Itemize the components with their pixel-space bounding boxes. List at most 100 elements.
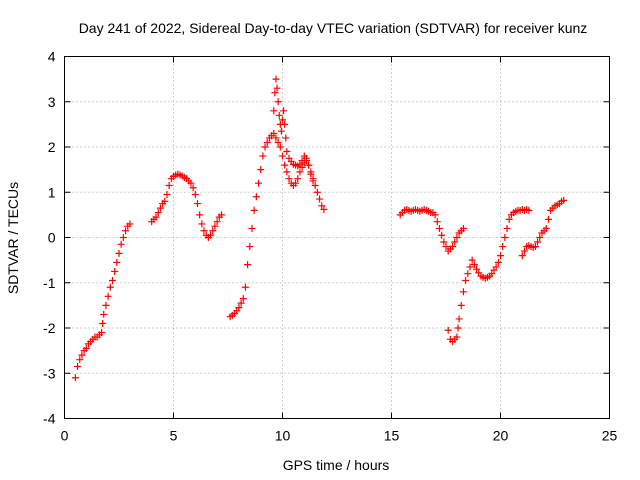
data-point: [207, 231, 215, 239]
data-point: [285, 175, 293, 183]
data-point: [275, 111, 283, 119]
data-point: [189, 184, 197, 192]
data-point: [536, 234, 544, 241]
data-point: [281, 161, 289, 169]
y-tick-label: -2: [43, 320, 56, 336]
data-point: [435, 224, 443, 232]
data-point: [200, 227, 208, 235]
data-point: [113, 258, 121, 266]
y-tick-labels: -4 -3 -2 -1 0 1 2 3 4: [43, 49, 56, 427]
data-point: [237, 299, 245, 307]
data-point: [270, 107, 278, 115]
data-point: [459, 288, 467, 296]
data-point: [282, 134, 290, 142]
y-tick-label: -1: [43, 275, 56, 291]
data-point: [255, 179, 263, 187]
data-point: [462, 276, 470, 284]
data-point: [126, 220, 134, 228]
data-point: [272, 134, 280, 142]
data-point: [473, 265, 481, 273]
data-point: [302, 154, 310, 162]
grid-lines: [64, 56, 610, 419]
data-point: [277, 127, 285, 135]
data-point: [433, 218, 441, 226]
data-point: [438, 231, 446, 239]
data-point: [466, 263, 474, 271]
data-point: [213, 218, 221, 226]
x-tick-label: 20: [493, 428, 509, 444]
data-point: [281, 120, 289, 128]
y-tick-label: 1: [48, 184, 56, 200]
data-point: [492, 263, 500, 271]
data-point: [259, 152, 267, 160]
series-segment-5: [444, 196, 568, 346]
data-point: [305, 161, 313, 169]
data-point: [156, 204, 164, 212]
data-point: [283, 168, 291, 176]
series-segment-4: [396, 205, 467, 255]
data-point: [235, 304, 243, 312]
data-point: [280, 107, 288, 115]
data-point: [298, 157, 306, 165]
series-segment-2: [148, 170, 225, 241]
y-tick-label: 2: [48, 139, 56, 155]
data-point: [104, 292, 112, 300]
data-point: [459, 224, 467, 232]
data-point: [518, 252, 526, 260]
data-point: [525, 206, 533, 214]
data-point: [239, 295, 247, 303]
data-point: [279, 116, 286, 124]
data-point: [191, 191, 199, 199]
data-point: [279, 152, 286, 160]
data-point: [263, 138, 271, 146]
data-point: [193, 200, 201, 208]
data-point: [440, 238, 448, 246]
data-point: [520, 247, 528, 255]
data-point: [102, 301, 110, 309]
data-point: [316, 195, 324, 203]
data-point: [464, 270, 472, 278]
data-point: [313, 188, 321, 196]
data-point: [98, 329, 106, 337]
data-point: [71, 374, 79, 382]
data-point: [161, 197, 169, 205]
data-point: [217, 211, 225, 219]
data-point: [494, 258, 502, 266]
data-point: [209, 227, 217, 235]
x-tick-label: 10: [275, 428, 291, 444]
x-tick-label: 15: [384, 428, 400, 444]
data-point: [108, 276, 116, 284]
data-point: [241, 283, 249, 291]
x-tick-label: 5: [170, 428, 178, 444]
data-point: [455, 315, 463, 323]
data-point: [488, 270, 496, 278]
data-point: [152, 213, 160, 221]
data-point: [283, 148, 291, 156]
data-point: [457, 301, 465, 309]
data-point: [542, 224, 550, 232]
data-point: [544, 215, 552, 223]
data-point: [560, 196, 568, 204]
y-tick-label: -4: [43, 411, 56, 427]
data-point: [470, 261, 478, 269]
plot-frame: [64, 56, 610, 419]
data-point: [274, 138, 282, 146]
data-point: [248, 224, 256, 232]
data-point: [252, 193, 260, 201]
y-axis-label: SDTVAR / TECUs: [5, 182, 21, 294]
data-points: [71, 75, 568, 382]
data-point: [531, 243, 539, 251]
data-point: [501, 234, 509, 241]
data-point: [276, 143, 284, 151]
y-tick-label: 3: [48, 94, 56, 110]
data-point: [250, 206, 258, 214]
data-point: [271, 89, 279, 97]
data-point: [163, 191, 171, 199]
data-point: [257, 166, 265, 174]
data-point: [115, 249, 123, 257]
series-segment-1: [71, 220, 134, 382]
y-tick-label: 0: [48, 230, 56, 246]
data-point: [261, 143, 269, 151]
data-point: [100, 310, 108, 318]
